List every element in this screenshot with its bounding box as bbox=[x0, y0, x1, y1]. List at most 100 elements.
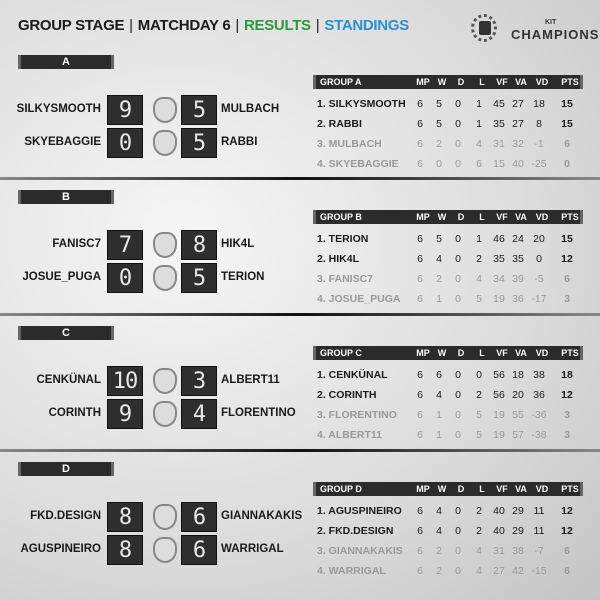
stat-cell: 6 bbox=[564, 545, 570, 557]
stat-cell: 0 bbox=[455, 158, 461, 170]
stat-cell: 6 bbox=[417, 389, 423, 401]
stat-cell: 36 bbox=[512, 293, 524, 305]
table-header: GROUP D MP W D L VF VA VD PTS bbox=[313, 482, 583, 496]
table-header: GROUP C MP W D L VF VA VD PTS bbox=[313, 346, 583, 360]
stat-cell: 6 bbox=[417, 545, 423, 557]
team-name: 3. FLORENTINO bbox=[317, 409, 397, 421]
stat-cell: 2 bbox=[476, 389, 482, 401]
away-score: 8 bbox=[181, 230, 217, 260]
club-crest-icon bbox=[153, 130, 177, 156]
stat-cell: 5 bbox=[476, 293, 482, 305]
away-team: TERION bbox=[221, 271, 265, 283]
table-row: 3. GIANNAKAKIS 6 2 0 4 31 38 -7 6 bbox=[313, 542, 583, 562]
home-score: 0 bbox=[107, 263, 143, 293]
match-row: JOSUE_PUGA 0 5 TERION bbox=[0, 263, 300, 293]
stat-cell: 6 bbox=[417, 138, 423, 150]
column-header: MP bbox=[416, 348, 430, 358]
column-header: L bbox=[479, 212, 485, 222]
stat-cell: 0 bbox=[536, 253, 542, 265]
stat-cell: 29 bbox=[512, 525, 524, 537]
stat-cell: 20 bbox=[512, 389, 524, 401]
stat-cell: 15 bbox=[493, 158, 505, 170]
club-crest-icon bbox=[153, 97, 177, 123]
stat-cell: 38 bbox=[512, 545, 524, 557]
group-label-banner: C bbox=[18, 326, 114, 340]
stat-cell: 27 bbox=[512, 118, 524, 130]
table-row: 4. WARRIGAL 6 2 0 4 27 42 -15 6 bbox=[313, 562, 583, 582]
stat-cell: 2 bbox=[436, 138, 442, 150]
stat-cell: 6 bbox=[564, 138, 570, 150]
stat-cell: 8 bbox=[536, 118, 542, 130]
match-row: SKYEBAGGIE 0 5 RABBI bbox=[0, 128, 300, 158]
stat-cell: 0 bbox=[436, 158, 442, 170]
stat-cell: 15 bbox=[561, 233, 573, 245]
team-name: 1. TERION bbox=[317, 233, 369, 245]
stat-cell: 0 bbox=[455, 545, 461, 557]
stat-cell: 4 bbox=[476, 545, 482, 557]
stat-cell: 1 bbox=[436, 409, 442, 421]
stat-cell: 0 bbox=[455, 98, 461, 110]
stat-cell: 1 bbox=[476, 98, 482, 110]
stat-cell: 5 bbox=[436, 233, 442, 245]
away-team: RABBI bbox=[221, 136, 258, 148]
home-team: CENKÜNAL bbox=[36, 374, 101, 386]
stat-cell: -25 bbox=[531, 158, 547, 170]
matchday-label: MATCHDAY 6 bbox=[137, 17, 231, 34]
column-header: L bbox=[479, 77, 485, 87]
team-name: 3. FANISC7 bbox=[317, 273, 374, 285]
away-team: MULBACH bbox=[221, 103, 280, 115]
stat-cell: 5 bbox=[476, 429, 482, 441]
match-row: CORINTH 9 4 FLORENTINO bbox=[0, 399, 300, 429]
team-name: 1. SILKYSMOOTH bbox=[317, 98, 406, 110]
stat-cell: 42 bbox=[512, 565, 524, 577]
table-row: 2. RABBI 6 5 0 1 35 27 8 15 bbox=[313, 115, 583, 135]
stat-cell: 46 bbox=[493, 233, 505, 245]
group-section-d: D FKD.DESIGN 8 6 GIANNAKAKIS AGUSPINEIRO… bbox=[0, 454, 600, 589]
stat-cell: 0 bbox=[455, 409, 461, 421]
group-section-c: C CENKÜNAL 10 3 ALBERT11 CORINTH 9 4 FLO… bbox=[0, 318, 600, 453]
stat-cell: 12 bbox=[561, 505, 573, 517]
column-header: VA bbox=[515, 348, 527, 358]
stat-cell: 0 bbox=[455, 253, 461, 265]
table-row: 3. FLORENTINO 6 1 0 5 19 55 -36 3 bbox=[313, 406, 583, 426]
stat-cell: 31 bbox=[493, 545, 505, 557]
table-header: GROUP B MP W D L VF VA VD PTS bbox=[313, 210, 583, 224]
stat-cell: 6 bbox=[436, 369, 442, 381]
stat-cell: 34 bbox=[493, 273, 505, 285]
column-header: VD bbox=[535, 77, 549, 87]
away-team: HIK4L bbox=[221, 238, 255, 250]
stat-cell: 56 bbox=[493, 369, 505, 381]
group-label-banner: A bbox=[18, 55, 114, 69]
column-header: VF bbox=[496, 348, 508, 358]
home-team: FANISC7 bbox=[52, 238, 101, 250]
column-header: VD bbox=[535, 484, 549, 494]
team-name: 2. FKD.DESIGN bbox=[317, 525, 394, 537]
stat-cell: 0 bbox=[455, 118, 461, 130]
stat-cell: 20 bbox=[533, 233, 545, 245]
home-team: JOSUE_PUGA bbox=[22, 271, 101, 283]
stat-cell: -17 bbox=[531, 293, 547, 305]
away-score: 3 bbox=[181, 366, 217, 396]
standings-label: STANDINGS bbox=[324, 17, 409, 34]
away-score: 4 bbox=[181, 399, 217, 429]
column-header: D bbox=[457, 348, 465, 358]
stat-cell: 57 bbox=[512, 429, 524, 441]
section-divider bbox=[0, 449, 600, 452]
table-row: 3. MULBACH 6 2 0 4 31 32 -1 6 bbox=[313, 135, 583, 155]
stat-cell: 0 bbox=[455, 565, 461, 577]
stat-cell: 35 bbox=[493, 253, 505, 265]
stat-cell: 15 bbox=[561, 98, 573, 110]
away-score: 5 bbox=[181, 128, 217, 158]
away-score: 5 bbox=[181, 95, 217, 125]
home-score: 8 bbox=[107, 502, 143, 532]
table-row: 2. FKD.DESIGN 6 4 0 2 40 29 11 12 bbox=[313, 522, 583, 542]
stat-cell: 5 bbox=[476, 409, 482, 421]
club-crest-icon bbox=[153, 504, 177, 530]
table-title: GROUP B bbox=[320, 212, 362, 222]
home-team: CORINTH bbox=[48, 407, 101, 419]
stat-cell: 4 bbox=[436, 525, 442, 537]
stat-cell: 6 bbox=[417, 429, 423, 441]
table-row: 3. FANISC7 6 2 0 4 34 39 -5 6 bbox=[313, 270, 583, 290]
table-row: 1. CENKÜNAL 6 6 0 0 56 18 38 18 bbox=[313, 366, 583, 386]
stat-cell: 0 bbox=[455, 389, 461, 401]
